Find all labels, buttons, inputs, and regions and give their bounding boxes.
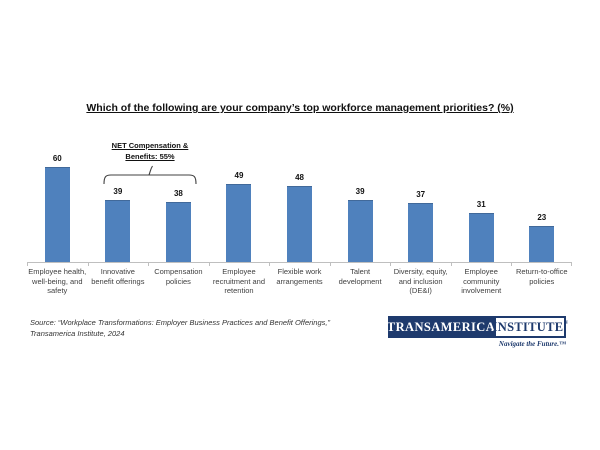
bar-slot: 48	[269, 140, 330, 262]
bar	[347, 200, 373, 262]
logo-secondary-text: INSTITUTE	[492, 319, 564, 334]
bar	[287, 186, 313, 262]
bar	[165, 202, 191, 262]
bar-slot: 37	[390, 140, 451, 262]
bar-slot: 38	[148, 140, 209, 262]
bar-value-label: 49	[234, 171, 244, 180]
bar-slot: 49	[209, 140, 270, 262]
logo-wordmark: TRANSAMERICA INSTITUTE ®	[387, 316, 569, 338]
axis-tick	[208, 263, 210, 266]
bar-slot: 31	[451, 140, 512, 262]
category-label: Compensation policies	[154, 267, 203, 286]
category-label: Flexible work arrangements	[276, 267, 323, 286]
axis-tick	[269, 263, 271, 266]
bar	[529, 226, 555, 262]
axis-tick	[27, 263, 28, 266]
bar-slot: 39	[330, 140, 391, 262]
axis-tick	[329, 263, 331, 266]
category-label: Employee recruitment and retention	[212, 267, 266, 295]
bar-value-label: 39	[113, 187, 123, 196]
bar	[468, 213, 494, 262]
category-label: Talent development	[338, 267, 382, 286]
logo-tagline: Navigate the Future.™	[498, 340, 566, 348]
net-annotation-label: NET Compensation & Benefits: 55%	[111, 141, 189, 161]
axis-tick	[450, 263, 452, 266]
category-label: Diversity, equity, and inclusion (DE&I)	[393, 267, 448, 295]
axis-tick	[148, 263, 150, 266]
x-axis	[27, 262, 572, 266]
bar-value-label: 39	[355, 187, 365, 196]
chart-title: Which of the following are your company’…	[86, 102, 514, 114]
plot-area: 60 39 38 49 48 39 37 31 23	[27, 140, 572, 262]
bar-slot: 39	[88, 140, 149, 262]
bar	[408, 203, 434, 262]
axis-tick	[511, 263, 513, 266]
bar	[226, 184, 252, 262]
bar-value-label: 60	[52, 154, 62, 163]
category-label: Employee health, well-being, and safety	[28, 267, 87, 295]
axis-tick	[390, 263, 392, 266]
bar-value-label: 38	[173, 189, 183, 198]
axis-tick	[571, 263, 572, 266]
bar-slot: 60	[27, 140, 88, 262]
category-label: Innovative benefit offerings	[91, 267, 145, 286]
axis-tick	[87, 263, 89, 266]
category-label: Return-to-office policies	[516, 267, 568, 286]
logo-primary-wordmark: TRANSAMERICA	[387, 316, 495, 338]
source-note: Source: “Workplace Transformations: Empl…	[30, 318, 330, 338]
category-label: Employee community involvement	[461, 267, 502, 295]
transamerica-institute-logo: TRANSAMERICA INSTITUTE ® Navigate the Fut…	[387, 316, 569, 348]
net-bracket	[103, 165, 197, 185]
bar-value-label: 31	[476, 200, 486, 209]
bar-value-label: 23	[537, 213, 547, 222]
bar-value-label: 37	[416, 190, 426, 199]
logo-secondary-wordmark: INSTITUTE ®	[492, 316, 569, 338]
category-axis-labels: Employee health, well-being, and safety I…	[27, 267, 572, 296]
bar-slot: 23	[512, 140, 573, 262]
registered-trademark-symbol: ®	[564, 320, 569, 326]
bar-value-label: 48	[295, 173, 304, 182]
bar	[105, 200, 131, 262]
bar	[44, 167, 70, 262]
